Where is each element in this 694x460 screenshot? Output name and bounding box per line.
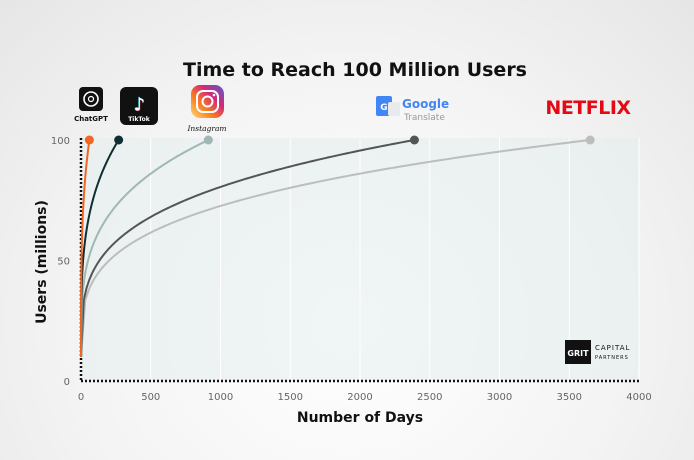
tick-labels: 0 500 1000 1500 2000 2500 3000 3500 4000 0 50 100 <box>51 136 652 403</box>
series-line-tiktok <box>80 139 120 357</box>
series-lines <box>80 135 595 357</box>
grit-logo-sub2: PARTNERS <box>595 355 629 361</box>
endpoint-instagram <box>203 135 213 145</box>
tiktok-logo: ♪ ♪ ♪ TikTok <box>120 87 158 125</box>
svg-text:♪: ♪ <box>134 95 146 116</box>
svg-text:♪: ♪ <box>133 94 145 115</box>
x-axis-label: Number of Days <box>297 410 423 426</box>
google-logo-text: Google <box>402 97 449 111</box>
endpoint-google-translate <box>409 135 419 145</box>
x-tick-label: 1000 <box>208 392 233 403</box>
netflix-logo: NETFLIX <box>545 97 631 119</box>
y-axis-label: Users (millions) <box>34 200 50 324</box>
chart-title: Time to Reach 100 Million Users <box>183 59 527 81</box>
y-tick-label: 0 <box>64 377 70 388</box>
endpoint-tiktok <box>114 135 124 145</box>
grit-logo-text: GRIT <box>567 349 589 358</box>
y-tick-label: 100 <box>51 136 70 147</box>
google-translate-logo: G Google Translate <box>376 96 449 123</box>
google-logo-subtext: Translate <box>403 113 445 123</box>
x-tick-label: 500 <box>141 392 160 403</box>
x-tick-label: 2500 <box>417 392 442 403</box>
x-tick-label: 3500 <box>557 392 582 403</box>
endpoint-chatgpt <box>84 135 94 145</box>
x-tick-label: 4000 <box>626 392 651 403</box>
x-tick-label: 2000 <box>347 392 372 403</box>
svg-text:♪: ♪ <box>134 95 146 116</box>
chatgpt-logo: ChatGPT <box>74 87 108 123</box>
x-tick-label: 1500 <box>278 392 303 403</box>
x-tick-label: 0 <box>78 392 84 403</box>
x-tick-label: 3000 <box>487 392 512 403</box>
grit-capital-logo: GRIT CAPITAL PARTNERS <box>565 340 630 364</box>
endpoint-netflix <box>585 135 595 145</box>
series-line-google-translate <box>80 139 415 357</box>
series-line-chatgpt <box>80 139 91 357</box>
instagram-logo-text: Instagram <box>186 124 226 133</box>
tiktok-logo-text: TikTok <box>128 116 151 123</box>
series-line-netflix <box>80 139 591 357</box>
series-line-instagram <box>80 139 209 357</box>
chatgpt-logo-text: ChatGPT <box>74 115 108 123</box>
grit-logo-sub1: CAPITAL <box>595 344 630 352</box>
y-tick-label: 50 <box>57 257 70 268</box>
svg-text:G: G <box>380 103 387 113</box>
instagram-logo: Instagram <box>186 85 227 133</box>
